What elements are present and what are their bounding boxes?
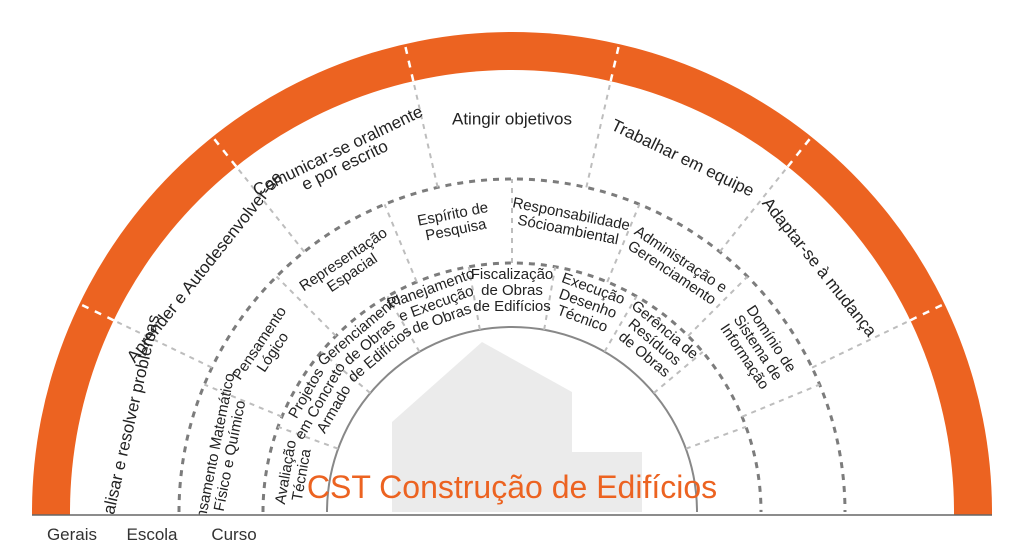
center-title: CST Construção de Edifícios	[307, 469, 717, 505]
segment-label: Fiscalizaçãode Obrasde Edifícios	[471, 266, 554, 315]
legend-escola: Escola	[126, 525, 178, 544]
segment-label: Atingir objetivos	[452, 110, 572, 129]
legend-curso: Curso	[211, 525, 256, 544]
legend-gerais: Gerais	[47, 525, 97, 544]
